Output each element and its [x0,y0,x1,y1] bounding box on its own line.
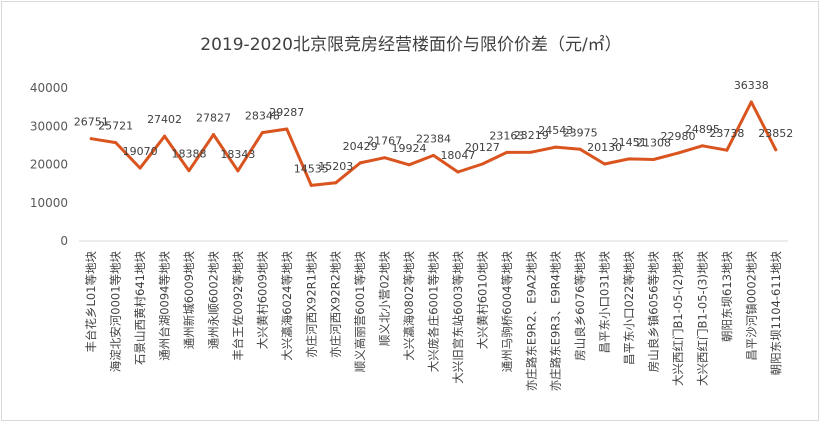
data-label: 14535 [294,162,329,175]
data-label: 23219 [514,129,549,142]
x-tick-label: 昌平东小口022等地块 [622,251,636,365]
x-tick-label: 通州永顺6002地块 [206,251,220,350]
x-tick-label: 大兴瀛海6024等地块 [280,251,294,361]
y-tick-label: 30000 [30,119,68,133]
y-tick-label: 0 [60,234,68,248]
x-tick-label: 昌平沙河镇0002地块 [744,251,758,361]
x-tick-label: 大兴旧宫东站6003等地块 [451,250,465,383]
x-tick-label: 石景山西黄村641地块 [133,251,147,365]
data-label: 18047 [440,149,475,162]
data-point [260,131,264,135]
x-axis-ticks: 丰台花乡L01等地块 海淀北安河0001等地块 石景山西黄村641地块 通州台湖009… [84,250,783,391]
data-point [554,145,558,149]
data-label: 24895 [685,123,720,136]
data-label: 26751 [74,116,109,129]
data-point [774,148,778,152]
data-label: 15203 [318,160,353,173]
data-label: 23975 [563,126,598,139]
x-tick-label: 亦庄路东E9R3、E9R4地块 [549,251,563,392]
x-tick-label: 昌平东小口031地块 [598,251,612,354]
y-tick-label: 40000 [30,81,68,95]
data-label: 21451 [612,136,647,149]
data-label: 18388 [172,148,207,161]
x-tick-label: 丰台王佐0092等地块 [231,251,245,361]
x-tick-label: 亦庄路东E9R2、E9A2地块 [524,251,538,392]
chart-title: 2019-2020北京限竞房经营楼面价与限价价差（元/㎡） [200,35,622,55]
data-label: 20130 [587,141,622,154]
data-label: 18343 [220,148,255,161]
data-point [236,169,240,173]
data-point [700,144,704,148]
data-point [187,169,191,173]
data-label: 22980 [660,130,695,143]
x-tick-label: 通州马驹桥6004等地块 [500,250,514,372]
data-label: 22384 [416,132,451,145]
data-point [456,170,460,174]
x-tick-label: 大兴庞各庄6001等地块 [427,250,441,372]
data-label: 21767 [367,135,402,148]
data-point [749,100,753,104]
x-tick-label: 亦庄河西X92R2地块 [329,251,343,358]
data-label: 29287 [269,106,304,119]
x-tick-label: 海淀北安河0001等地块 [109,250,123,372]
y-axis-ticks: 0 10000 20000 30000 40000 [30,81,68,248]
data-label: 20429 [343,140,378,153]
x-tick-label: 朝阳东坝1104-611地块 [769,251,783,376]
data-label: 19070 [123,145,158,158]
x-tick-label: 大兴瀛海0802等地块 [402,251,416,361]
data-label: 21308 [636,136,671,149]
data-point [725,148,729,152]
x-tick-label: 通州台湖0094等地块 [158,251,172,361]
data-label: 23852 [758,127,793,140]
x-tick-label: 朝阳东坝613地块 [720,251,734,342]
data-point [334,181,338,185]
data-point [407,163,411,167]
data-point [432,153,435,157]
x-tick-label: 大兴黄村6010地块 [475,251,489,350]
data-point [285,127,289,131]
data-point [529,150,533,154]
y-tick-label: 10000 [30,196,68,210]
data-point [309,183,313,187]
data-point [358,161,362,165]
x-tick-label: 大兴西红门B1-05-(3)地块 [695,251,709,386]
x-tick-label: 房山良乡6076等地块 [573,251,587,361]
data-label: 28348 [245,110,280,123]
y-tick-label: 20000 [30,158,68,172]
data-label: 27827 [196,112,231,125]
data-point [578,147,582,151]
x-tick-label: 通州新城6009地块 [182,251,196,350]
data-point [480,162,484,166]
x-tick-label: 大兴黄村6009地块 [255,251,269,350]
x-tick-label: 顺义北小营02地块 [378,251,392,347]
data-point [627,157,631,161]
data-point [652,157,656,161]
data-label: 36338 [734,79,769,92]
x-tick-label: 丰台花乡L01等地块 [84,251,98,353]
x-tick-label: 亦庄河西X92R1地块 [304,251,318,358]
data-label: 25721 [98,120,133,133]
data-point [211,133,215,137]
data-point [676,151,680,155]
data-label: 23163 [489,129,524,142]
data-point [163,134,167,138]
x-tick-label: 顺义高丽营6001等地块 [353,250,367,372]
data-label: 19924 [392,142,427,155]
data-label: 24543 [538,124,573,137]
data-point [603,162,607,166]
data-point [138,166,142,170]
data-point [383,156,387,160]
x-tick-label: 房山良乡镇6056等地块 [647,250,661,372]
data-point [114,141,118,145]
data-point [89,137,93,141]
data-label: 27402 [147,113,182,126]
data-label: 20127 [465,141,500,154]
data-point [505,150,509,154]
x-tick-label: 大兴西红门B1-05-(2)地块 [671,251,685,386]
data-label: 23738 [709,127,744,140]
